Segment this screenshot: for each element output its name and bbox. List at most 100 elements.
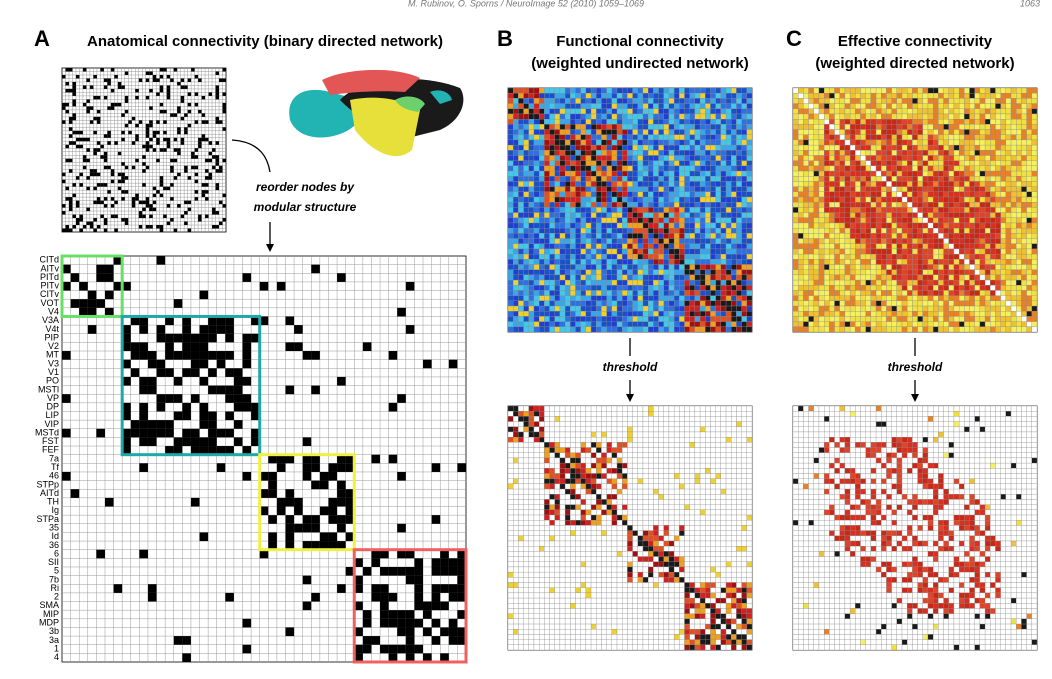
matrix-cell [622, 161, 627, 166]
matrix-cell [716, 265, 721, 270]
matrix-cell [586, 311, 591, 316]
matrix-cell [716, 285, 721, 290]
matrix-cell [513, 124, 518, 129]
matrix-cell [570, 119, 575, 124]
matrix-cell [674, 249, 679, 254]
matrix-cell [550, 140, 555, 145]
matrix-cell [721, 588, 726, 593]
matrix-cell [710, 577, 715, 582]
matrix-cell [586, 140, 591, 145]
matrix-cell [570, 453, 575, 458]
matrix-cell [596, 531, 601, 536]
matrix-cell [690, 223, 695, 228]
matrix-cell [591, 432, 596, 437]
matrix-cell [700, 239, 705, 244]
matrix-cell [234, 420, 243, 429]
matrix-cell [622, 525, 627, 530]
matrix-cell [612, 259, 617, 264]
matrix-cell [705, 285, 710, 290]
matrix-cell [560, 290, 565, 295]
matrix-cell [529, 505, 534, 510]
matrix-cell [529, 197, 534, 202]
matrix-cell [736, 316, 741, 321]
matrix-cell [679, 228, 684, 233]
matrix-cell [560, 327, 565, 332]
matrix-cell [414, 576, 423, 585]
matrix-cell [710, 93, 715, 98]
matrix-cell [508, 525, 513, 530]
matrix-cell [721, 536, 726, 541]
matrix-cell [560, 104, 565, 109]
matrix-cell [742, 588, 747, 593]
matrix-cell [518, 296, 523, 301]
matrix-cell [627, 213, 632, 218]
matrix-cell [513, 577, 518, 582]
matrix-cell [659, 150, 664, 155]
matrix-cell [596, 176, 601, 181]
matrix-cell [638, 541, 643, 546]
matrix-cell [212, 211, 215, 214]
matrix-cell [700, 448, 705, 453]
matrix-cell [524, 598, 529, 603]
matrix-cell [570, 562, 575, 567]
matrix-cell [139, 215, 142, 218]
matrix-cell [669, 114, 674, 119]
matrix-cell [607, 525, 612, 530]
matrix-cell [653, 93, 658, 98]
matrix-cell [607, 515, 612, 520]
matrix-cell [601, 270, 606, 275]
matrix-cell [742, 104, 747, 109]
matrix-cell [622, 541, 627, 546]
matrix-cell [685, 551, 690, 556]
matrix-cell [695, 114, 700, 119]
matrix-cell [596, 437, 601, 442]
matrix-cell [146, 78, 149, 81]
matrix-cell [669, 551, 674, 556]
matrix-cell [690, 98, 695, 103]
matrix-cell [736, 259, 741, 264]
matrix-cell [508, 463, 513, 468]
matrix-cell [575, 88, 580, 93]
matrix-cell [690, 541, 695, 546]
matrix-cell [79, 145, 82, 148]
matrix-cell [607, 290, 612, 295]
matrix-cell [612, 166, 617, 171]
matrix-cell [534, 233, 539, 238]
matrix-cell [65, 145, 68, 148]
matrix-cell [565, 239, 570, 244]
matrix-cell [513, 411, 518, 416]
matrix-cell [617, 567, 622, 572]
matrix-cell [705, 327, 710, 332]
matrix-cell [565, 306, 570, 311]
matrix-cell [518, 572, 523, 577]
matrix-cell [726, 510, 731, 515]
matrix-cell [118, 152, 121, 155]
matrix-cell [198, 218, 201, 221]
matrix-cell [565, 505, 570, 510]
matrix-cell [69, 229, 72, 232]
matrix-cell [163, 215, 166, 218]
matrix-cell [544, 437, 549, 442]
matrix-cell [659, 228, 664, 233]
matrix-cell [160, 229, 163, 232]
matrix-cell [679, 557, 684, 562]
matrix-cell [690, 130, 695, 135]
matrix-cell [653, 140, 658, 145]
matrix-cell [596, 453, 601, 458]
matrix-cell [648, 557, 653, 562]
matrix-cell [93, 187, 96, 190]
matrix-cell [174, 138, 177, 141]
matrix-cell [617, 468, 622, 473]
matrix-cell [337, 515, 346, 524]
matrix-cell [664, 505, 669, 510]
matrix-cell [200, 291, 209, 300]
matrix-cell [674, 432, 679, 437]
matrix-cell [225, 368, 234, 377]
matrix-cell [695, 140, 700, 145]
matrix-cell [534, 588, 539, 593]
matrix-cell [111, 106, 114, 109]
matrix-cell [716, 171, 721, 176]
matrix-cell [679, 150, 684, 155]
matrix-cell [177, 148, 180, 151]
matrix-cell [726, 557, 731, 562]
